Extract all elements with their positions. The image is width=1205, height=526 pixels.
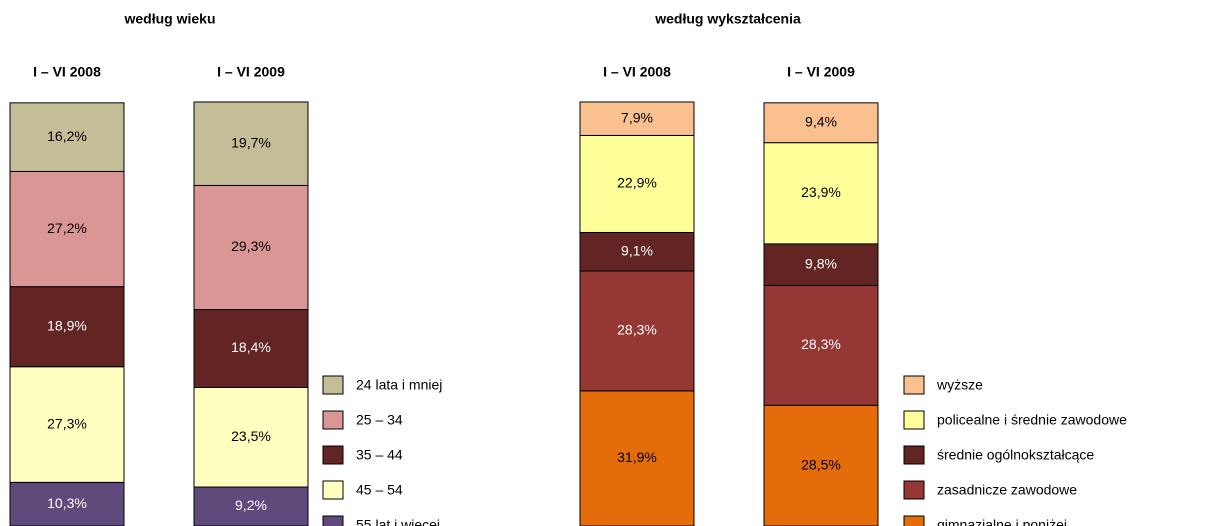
value-label: 9,1% (621, 242, 653, 258)
category-label: I – VI 2009 (787, 64, 855, 80)
chart-title: według wieku (123, 11, 215, 27)
legend-label: policealne i średnie zawodowe (937, 412, 1127, 428)
legend-swatch (322, 480, 344, 500)
value-label: 7,9% (621, 109, 653, 125)
bar-segment (579, 101, 695, 136)
legend-swatch (322, 515, 344, 526)
bar-segment (579, 390, 695, 526)
value-label: 16,2% (47, 128, 87, 144)
value-label: 10,3% (47, 495, 87, 511)
value-label: 22,9% (617, 175, 657, 191)
bar-segment (9, 286, 125, 368)
legend-label: gimnazjalne i poniżej (937, 517, 1067, 526)
bar-segment (193, 386, 309, 488)
legend-label: wyższe (936, 377, 983, 393)
legend-label: 25 – 34 (356, 412, 403, 428)
category-label: I – VI 2008 (33, 64, 101, 80)
legend-swatch (322, 410, 344, 430)
legend-swatch (903, 480, 925, 500)
bar-segment (763, 102, 879, 144)
value-label: 18,4% (231, 339, 271, 355)
bar-segment (193, 101, 309, 186)
value-label: 23,5% (231, 428, 271, 444)
value-label: 28,5% (801, 456, 841, 472)
bar-segment (9, 170, 125, 288)
value-label: 9,2% (235, 497, 267, 513)
value-label: 23,9% (801, 184, 841, 200)
value-label: 19,7% (231, 134, 271, 150)
value-label: 18,9% (47, 317, 87, 333)
value-label: 31,9% (617, 449, 657, 465)
chart-title: według wykształcenia (654, 11, 801, 27)
legend-swatch (903, 410, 925, 430)
bar-segment (193, 486, 309, 526)
legend-swatch (322, 445, 344, 465)
bar-segment (763, 404, 879, 526)
legend-label: średnie ogólnokształcące (937, 447, 1094, 463)
bar-segment (579, 134, 695, 233)
legend-swatch (322, 375, 344, 395)
bar-segment (579, 231, 695, 272)
legend-swatch (903, 445, 925, 465)
legend-label: 45 – 54 (356, 482, 403, 498)
bar-segment (763, 284, 879, 406)
bar-segment (9, 366, 125, 483)
legend-swatch (903, 375, 925, 395)
legend-label: 55 lat i więcej (356, 517, 440, 526)
value-label: 27,3% (47, 415, 87, 431)
category-label: I – VI 2008 (603, 64, 671, 80)
legend-label: 24 lata i mniej (356, 377, 442, 393)
value-label: 9,4% (805, 113, 837, 129)
legend-label: 35 – 44 (356, 447, 403, 463)
value-label: 29,3% (231, 238, 271, 254)
bar-segment (763, 142, 879, 245)
bar-segment (9, 102, 125, 172)
value-label: 28,3% (801, 336, 841, 352)
value-label: 27,2% (47, 220, 87, 236)
value-label: 9,8% (805, 255, 837, 271)
bar-segment (763, 243, 879, 286)
value-label: 28,3% (617, 322, 657, 338)
bar-segment (9, 481, 125, 526)
category-label: I – VI 2009 (217, 64, 285, 80)
legend-swatch (903, 515, 925, 526)
legend-label: zasadnicze zawodowe (937, 482, 1077, 498)
